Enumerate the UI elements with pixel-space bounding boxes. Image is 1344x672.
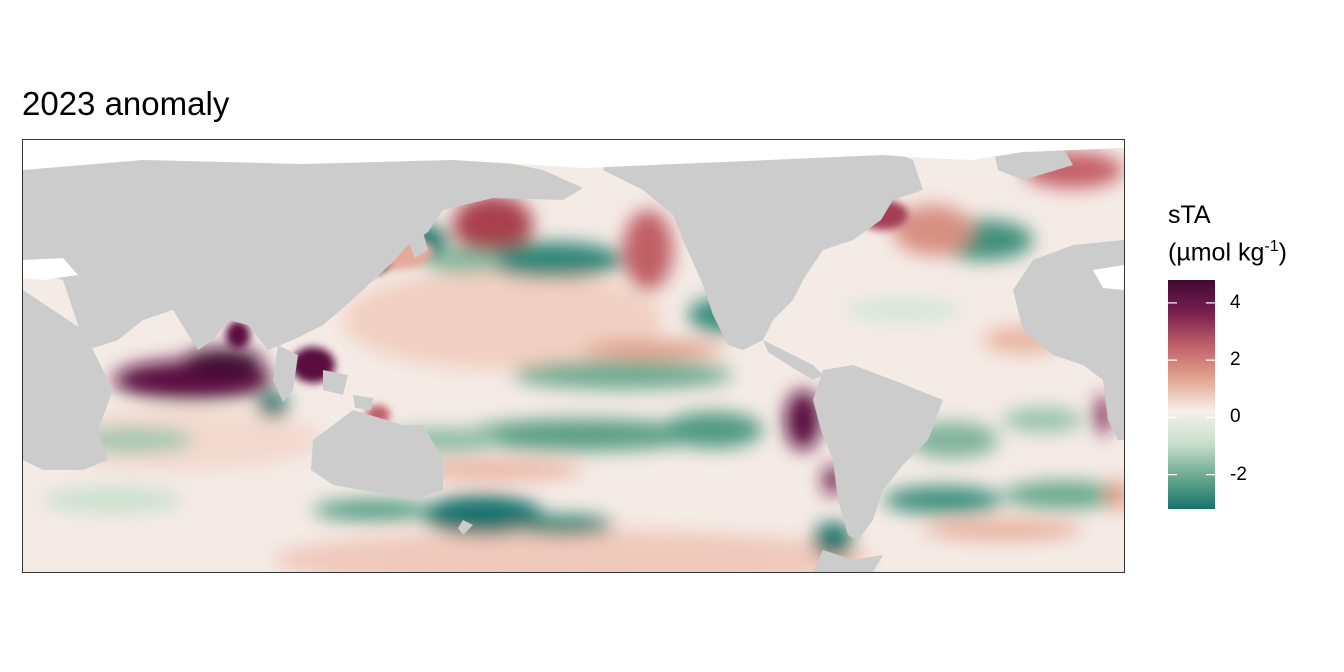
missing-data xyxy=(23,140,1124,290)
legend-title: sTA (µmol kg-1) xyxy=(1168,200,1287,268)
colorbar-ticks xyxy=(1168,302,1215,476)
land xyxy=(23,148,1124,572)
legend-unit-suffix: ) xyxy=(1278,238,1287,267)
anomaly-map-panel xyxy=(22,139,1125,573)
colorbar-tick-label: 0 xyxy=(1230,406,1241,428)
legend-title-line2: (µmol kg-1) xyxy=(1168,231,1287,268)
colorbar-tick-label: 2 xyxy=(1230,349,1241,371)
colorbar-gradient xyxy=(1168,280,1215,509)
map-title: 2023 anomaly xyxy=(22,85,230,122)
legend-unit-exponent: -1 xyxy=(1264,238,1279,255)
colorbar xyxy=(1168,280,1215,509)
anomaly-map xyxy=(23,140,1124,572)
anomaly-field xyxy=(43,152,1124,572)
colorbar-tick-label: 4 xyxy=(1230,291,1241,313)
colorbar-tick-label: -2 xyxy=(1230,463,1247,485)
legend-title-line1: sTA xyxy=(1168,201,1211,229)
legend-unit-prefix: (µmol kg xyxy=(1168,238,1265,267)
